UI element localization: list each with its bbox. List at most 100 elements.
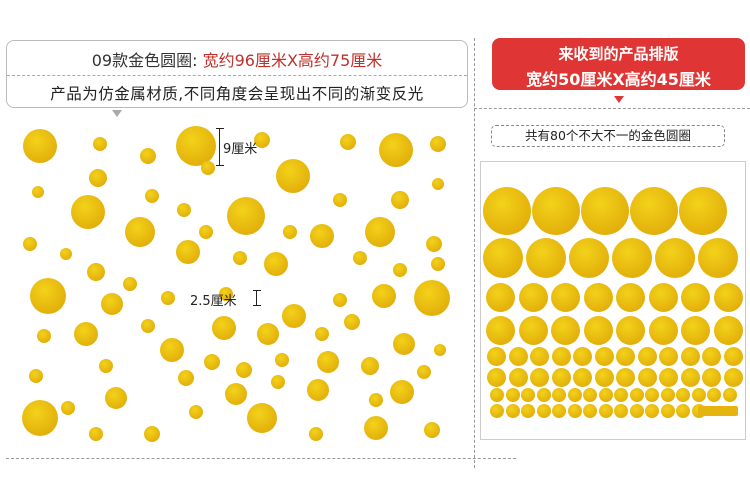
gold-dot bbox=[598, 404, 613, 418]
gold-dot bbox=[551, 282, 580, 312]
gold-dot bbox=[364, 416, 388, 440]
gold-dot bbox=[508, 346, 528, 366]
gold-dot bbox=[490, 404, 504, 418]
gold-dot bbox=[315, 327, 329, 341]
gold-dot bbox=[123, 277, 137, 291]
gold-dot bbox=[594, 367, 614, 387]
gold-dot bbox=[648, 282, 678, 312]
gold-dot bbox=[275, 353, 289, 367]
gold-dot bbox=[486, 315, 515, 345]
gold-dot bbox=[518, 282, 548, 312]
gold-dot bbox=[317, 351, 339, 373]
gold-dot bbox=[333, 293, 347, 307]
gold-dot bbox=[32, 186, 44, 198]
gold-dot bbox=[645, 404, 659, 418]
gold-dot bbox=[681, 315, 710, 345]
gold-dot bbox=[655, 238, 695, 278]
info-box: 09款金色圆圈: 宽约96厘米X高约75厘米 产品为仿金属材质,不同角度会呈现出… bbox=[6, 40, 468, 108]
title-size: 宽约96厘米X高约75厘米 bbox=[202, 51, 383, 70]
gold-dot bbox=[521, 388, 535, 402]
gold-dot bbox=[309, 427, 323, 441]
gold-dot bbox=[257, 323, 279, 345]
gold-dot bbox=[614, 388, 628, 402]
gold-dot bbox=[23, 129, 57, 163]
gold-dot bbox=[204, 354, 220, 370]
gold-dot bbox=[60, 248, 72, 260]
gold-dot bbox=[581, 187, 629, 235]
small-dot-size: 2.5厘米 bbox=[190, 294, 237, 309]
gold-dot bbox=[201, 161, 215, 175]
gold-dot bbox=[486, 282, 515, 312]
gold-dot bbox=[333, 193, 347, 207]
product-subtitle: 产品为仿金属材质,不同角度会呈现出不同的渐变反光 bbox=[50, 85, 424, 103]
gold-dot bbox=[140, 148, 156, 164]
gold-dot bbox=[379, 133, 413, 167]
gold-dot bbox=[176, 126, 216, 166]
gold-dot bbox=[583, 315, 613, 345]
gold-dot bbox=[145, 189, 159, 203]
gold-dot bbox=[614, 404, 628, 418]
gold-dot bbox=[487, 346, 506, 366]
gold-dot bbox=[722, 388, 737, 402]
gold-dot bbox=[227, 197, 265, 235]
gold-dot bbox=[432, 178, 444, 190]
title-prefix: 09款金色圆圈: bbox=[91, 51, 203, 70]
gold-dot bbox=[518, 315, 548, 345]
received-banner: 来收到的产品排版 宽约50厘米X高约45厘米 bbox=[492, 38, 745, 90]
gold-dot bbox=[29, 369, 43, 383]
gold-dot bbox=[521, 404, 535, 418]
received-line2: 宽约50厘米X高约45厘米 bbox=[526, 70, 711, 89]
gold-dot bbox=[723, 346, 743, 366]
gold-dot bbox=[177, 203, 191, 217]
sticker-sheet bbox=[480, 161, 746, 440]
sticker-strip bbox=[698, 406, 738, 416]
gold-dot bbox=[567, 404, 582, 418]
gold-dot bbox=[659, 367, 678, 387]
gold-dot bbox=[629, 404, 644, 418]
gold-dot bbox=[219, 287, 233, 301]
gold-dot bbox=[271, 375, 285, 389]
gold-dot bbox=[679, 187, 727, 235]
gold-dot bbox=[659, 346, 678, 366]
gold-dot bbox=[702, 367, 721, 387]
gold-dot bbox=[414, 280, 450, 316]
gold-dot bbox=[648, 315, 678, 345]
gold-dot bbox=[573, 346, 592, 366]
gold-dot bbox=[89, 169, 107, 187]
count-label: 共有80个不大不一的金色圆圈 bbox=[491, 125, 725, 147]
gold-dot bbox=[612, 238, 652, 278]
gold-dot bbox=[369, 393, 383, 407]
gold-dot bbox=[101, 293, 123, 315]
gold-dot bbox=[424, 422, 440, 438]
dimension-marker bbox=[253, 290, 261, 306]
gold-dot bbox=[247, 403, 277, 433]
gold-dot bbox=[583, 282, 613, 312]
gold-dot bbox=[161, 291, 175, 305]
gold-dot bbox=[393, 333, 415, 355]
gold-dot bbox=[530, 346, 549, 366]
gold-dot bbox=[680, 346, 700, 366]
gold-dot bbox=[567, 388, 582, 402]
gold-dot bbox=[307, 379, 329, 401]
gold-dot bbox=[434, 344, 446, 356]
gold-dot bbox=[583, 388, 597, 402]
divider bbox=[7, 75, 467, 76]
gold-dot bbox=[490, 388, 504, 402]
gold-dot bbox=[629, 388, 644, 402]
gold-dot bbox=[365, 217, 395, 247]
gold-dot bbox=[212, 316, 236, 340]
gold-dot bbox=[483, 187, 531, 235]
gold-dot bbox=[189, 405, 203, 419]
gold-dot bbox=[505, 388, 520, 402]
gold-dot bbox=[310, 224, 334, 248]
gold-dot bbox=[99, 359, 113, 373]
gold-dot bbox=[390, 380, 414, 404]
gold-dot bbox=[125, 217, 155, 247]
gold-dot bbox=[178, 370, 194, 386]
gold-dot bbox=[160, 338, 184, 362]
gold-dot bbox=[74, 322, 98, 346]
gold-dot bbox=[141, 319, 155, 333]
gold-dot bbox=[391, 191, 409, 209]
gold-dot bbox=[573, 367, 592, 387]
gold-dot bbox=[199, 225, 213, 239]
